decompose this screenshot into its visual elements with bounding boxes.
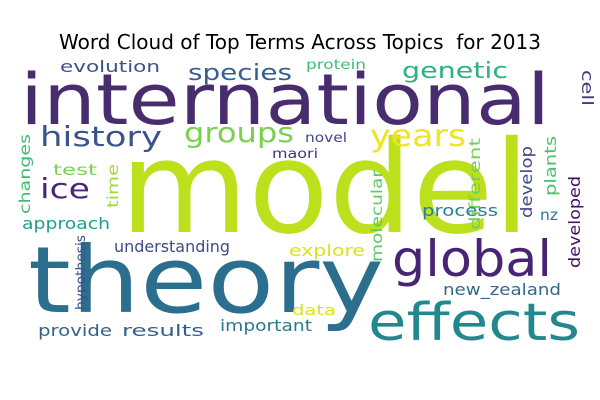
word-genetic: genetic [402,59,508,84]
word-species: species [188,61,292,86]
word-process: process [422,201,498,220]
word-time: time [104,164,122,208]
word-cell: cell [578,70,597,106]
word-test: test [53,161,97,179]
word-developed: developed [565,176,584,268]
word-understanding: understanding [114,237,230,256]
word-changes: changes [16,134,34,214]
word-data: data [292,303,336,319]
word-molecular: molecular [368,169,386,262]
word-develop: develop [517,146,536,218]
word-results: results [122,321,204,340]
word-global: global [392,230,552,288]
word-ice: ice [40,172,90,205]
word-important: important [220,316,312,335]
word-groups: groups [184,116,294,149]
word-plants: plants [541,136,560,196]
word-evolution: evolution [60,57,160,76]
word-nz: nz [540,206,558,224]
word-history: history [40,120,162,153]
word-protein: protein [306,58,366,73]
word-maori: maori [272,147,318,162]
word-provide: provide [38,321,112,340]
word-international: international [20,59,550,141]
word-new-zealand: new_zealand [443,280,561,300]
word-different: different [466,138,484,230]
word-years: years [370,119,466,154]
word-approach: approach [22,214,110,233]
chart-title: Word Cloud of Top Terms Across Topics fo… [59,30,541,54]
word-effects: effects [368,293,580,353]
word-explore: explore [289,241,365,260]
word-hypothesis: hypothesis [74,235,89,310]
word-novel: novel [305,131,347,146]
word-theory: theory [28,227,384,334]
word-model: model [120,114,530,263]
